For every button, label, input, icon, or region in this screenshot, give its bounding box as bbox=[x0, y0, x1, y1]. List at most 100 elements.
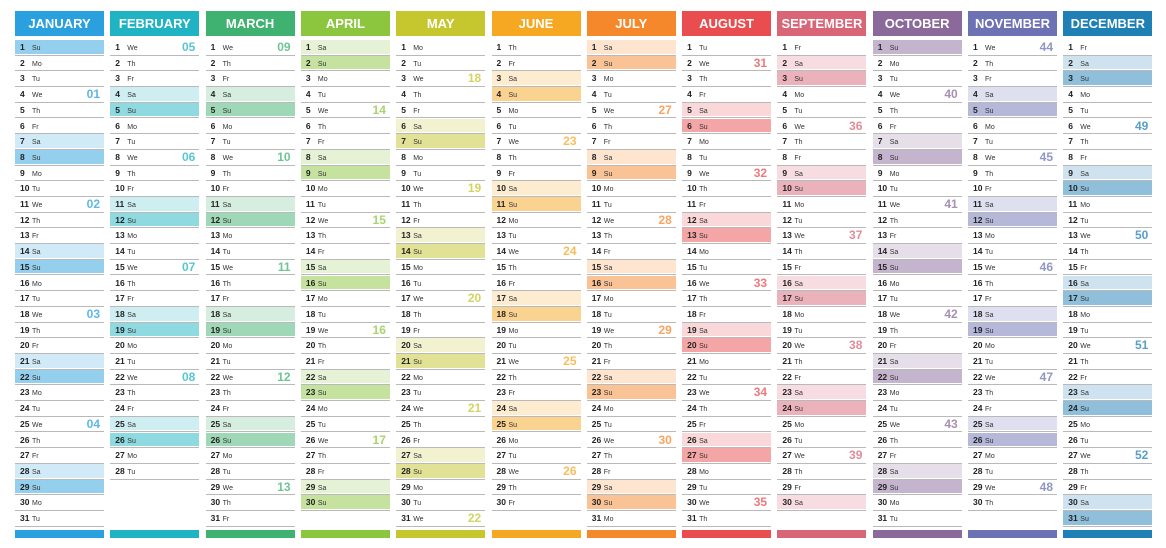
day-row: 16 Sa bbox=[777, 275, 867, 292]
weekday: We bbox=[699, 170, 710, 178]
day-row: 4 Th bbox=[396, 87, 486, 103]
weekday: Mo bbox=[222, 233, 233, 241]
day-number: 22 bbox=[210, 371, 221, 382]
day-row: 2 Th bbox=[968, 56, 1057, 72]
day-row: 24 Su bbox=[1063, 401, 1153, 417]
weekend-shading bbox=[586, 259, 676, 274]
day-number: 25 bbox=[20, 418, 30, 429]
day-number: 20 bbox=[782, 340, 792, 351]
weekend-shading bbox=[15, 354, 104, 368]
day-number: 25 bbox=[687, 418, 697, 429]
weekday: Su bbox=[699, 233, 708, 241]
day-row: 15 Fr bbox=[1063, 260, 1153, 276]
day-row: 16 Su bbox=[586, 275, 676, 292]
day-number: 15 bbox=[496, 261, 506, 272]
weekday: Mo bbox=[794, 92, 805, 100]
weekend-shading bbox=[968, 432, 1057, 447]
weekend-shading bbox=[872, 40, 962, 54]
weekend-shading bbox=[300, 55, 390, 70]
day-row: 2 Th bbox=[110, 56, 200, 72]
day-row: 18 Su bbox=[491, 306, 581, 323]
day-number: 11 bbox=[401, 199, 411, 209]
weekday: Fr bbox=[985, 296, 992, 304]
weekday: Th bbox=[985, 500, 994, 508]
weekday: Fr bbox=[32, 233, 39, 241]
day-number: 21 bbox=[877, 356, 888, 366]
day-row: 6 Tu bbox=[491, 119, 581, 135]
day-row: 18 Th bbox=[396, 307, 486, 323]
weekday: Fr bbox=[889, 453, 897, 461]
weekday: Th bbox=[317, 453, 327, 461]
day-row: 1 Su bbox=[872, 40, 962, 56]
day-row: 13 Th bbox=[300, 228, 390, 245]
day-number: 15 bbox=[305, 261, 316, 272]
weekday: Su bbox=[794, 406, 803, 414]
day-number: 1 bbox=[210, 42, 216, 52]
day-row: 14 Tu bbox=[110, 244, 200, 260]
weekday: Th bbox=[889, 327, 898, 335]
day-number: 16 bbox=[877, 277, 888, 288]
week-number: 33 bbox=[753, 275, 768, 290]
day-row: 29 Th bbox=[491, 480, 581, 496]
week-number: 26 bbox=[563, 463, 577, 478]
day-row: 3 Fr bbox=[968, 71, 1057, 88]
day-row: 30 Sa bbox=[777, 495, 867, 511]
day-number: 31 bbox=[687, 513, 697, 523]
day-row: 1 Tu bbox=[682, 40, 772, 56]
weekday: Tu bbox=[889, 76, 898, 84]
day-number: 16 bbox=[591, 277, 602, 288]
day-row: 30 Mo bbox=[15, 495, 104, 511]
day-row: 12 Tu bbox=[1063, 213, 1153, 229]
day-number: 15 bbox=[591, 261, 602, 272]
day-number: 17 bbox=[591, 293, 602, 304]
day-number: 28 bbox=[115, 465, 125, 476]
day-row: 25 Mo bbox=[1063, 417, 1153, 433]
weekend-shading bbox=[205, 432, 295, 447]
day-row: 31 Su bbox=[1063, 511, 1153, 527]
day-number: 21 bbox=[591, 356, 602, 366]
month-column: JULY 1 Sa 2 Su 3 Mo 4 Tu 5 We 27 6 Th 7 Fr 8 Sa 9 Su 10 Mo 11 T… bbox=[586, 0, 676, 548]
weekday: Tu bbox=[127, 249, 136, 257]
day-number: 3 bbox=[973, 73, 978, 84]
day-number: 5 bbox=[1068, 104, 1074, 115]
weekday: Th bbox=[127, 60, 136, 68]
day-number: 20 bbox=[877, 340, 888, 351]
weekend-shading bbox=[110, 432, 200, 447]
weekday: Sa bbox=[32, 249, 41, 257]
weekend-shading bbox=[968, 306, 1057, 321]
day-row: 7 Tu bbox=[968, 134, 1057, 150]
week-number: 27 bbox=[658, 102, 672, 117]
day-number: 24 bbox=[305, 403, 316, 414]
week-number: 41 bbox=[944, 197, 958, 211]
weekday: Tu bbox=[508, 343, 517, 351]
day-row: 3 Tu bbox=[872, 71, 962, 88]
day-number: 7 bbox=[591, 136, 597, 147]
day-row: 25 Fr bbox=[682, 417, 772, 433]
day-number: 14 bbox=[115, 246, 125, 257]
day-row: 2 Mo bbox=[872, 56, 962, 72]
weekday: Tu bbox=[985, 468, 993, 476]
day-number: 20 bbox=[305, 340, 316, 351]
weekend-shading bbox=[777, 181, 867, 195]
day-row: 26 Th bbox=[15, 433, 104, 449]
day-row: 29 Sa bbox=[300, 479, 390, 496]
day-row: 30 Sa bbox=[1063, 495, 1153, 511]
day-row: 29 We 48 bbox=[968, 480, 1057, 496]
weekend-shading bbox=[396, 244, 486, 258]
day-row: 18 Sa bbox=[968, 306, 1057, 323]
day-row: 28 We 26 bbox=[491, 463, 581, 480]
day-number: 22 bbox=[305, 371, 316, 382]
weekday: We bbox=[508, 359, 519, 366]
month-header: NOVEMBER bbox=[968, 11, 1057, 36]
weekend-shading bbox=[300, 149, 390, 164]
day-number: 8 bbox=[782, 151, 788, 162]
weekday: We bbox=[699, 280, 710, 288]
day-row: 17 Fr bbox=[110, 291, 200, 307]
weekday: Su bbox=[413, 249, 422, 257]
day-number: 12 bbox=[782, 214, 792, 225]
week-number: 02 bbox=[86, 197, 100, 211]
weekend-shading bbox=[586, 55, 676, 70]
weekday: Su bbox=[1080, 186, 1089, 194]
day-row: 13 Th bbox=[586, 228, 676, 245]
day-row: 25 Th bbox=[396, 417, 486, 433]
